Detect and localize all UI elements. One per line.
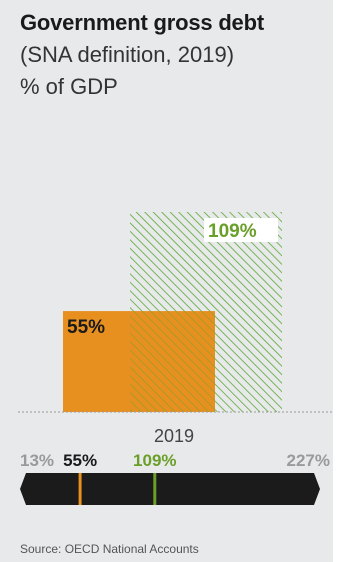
bar-value-label-background xyxy=(204,218,278,242)
scale-strip xyxy=(20,473,320,505)
chart-subtitle: (SNA definition, 2019) xyxy=(20,42,235,67)
bar-labels-layer: 55% 109% xyxy=(67,218,278,338)
chart-title: Government gross debt xyxy=(20,10,264,35)
source-note: Source: OECD National Accounts xyxy=(20,542,199,556)
chart-svg: 55% 109% 2019 13% 227% 55% 109% xyxy=(18,212,333,505)
scale-marker-label: 109% xyxy=(133,451,176,470)
scale-layer: 13% 227% 55% 109% xyxy=(20,451,330,505)
x-tick-label: 2019 xyxy=(154,426,194,446)
bar-overlap-hatch xyxy=(130,311,215,412)
scale-max-label: 227% xyxy=(287,451,330,470)
chart-unit-label: % of GDP xyxy=(20,74,118,99)
bar-value-label: 109% xyxy=(208,221,257,242)
scale-marker-label: 55% xyxy=(63,451,97,470)
scale-marker xyxy=(78,473,82,505)
scale-marker xyxy=(153,473,157,505)
bars-layer xyxy=(63,212,282,412)
bar-value-label: 55% xyxy=(67,317,105,338)
scale-min-label: 13% xyxy=(20,451,54,470)
